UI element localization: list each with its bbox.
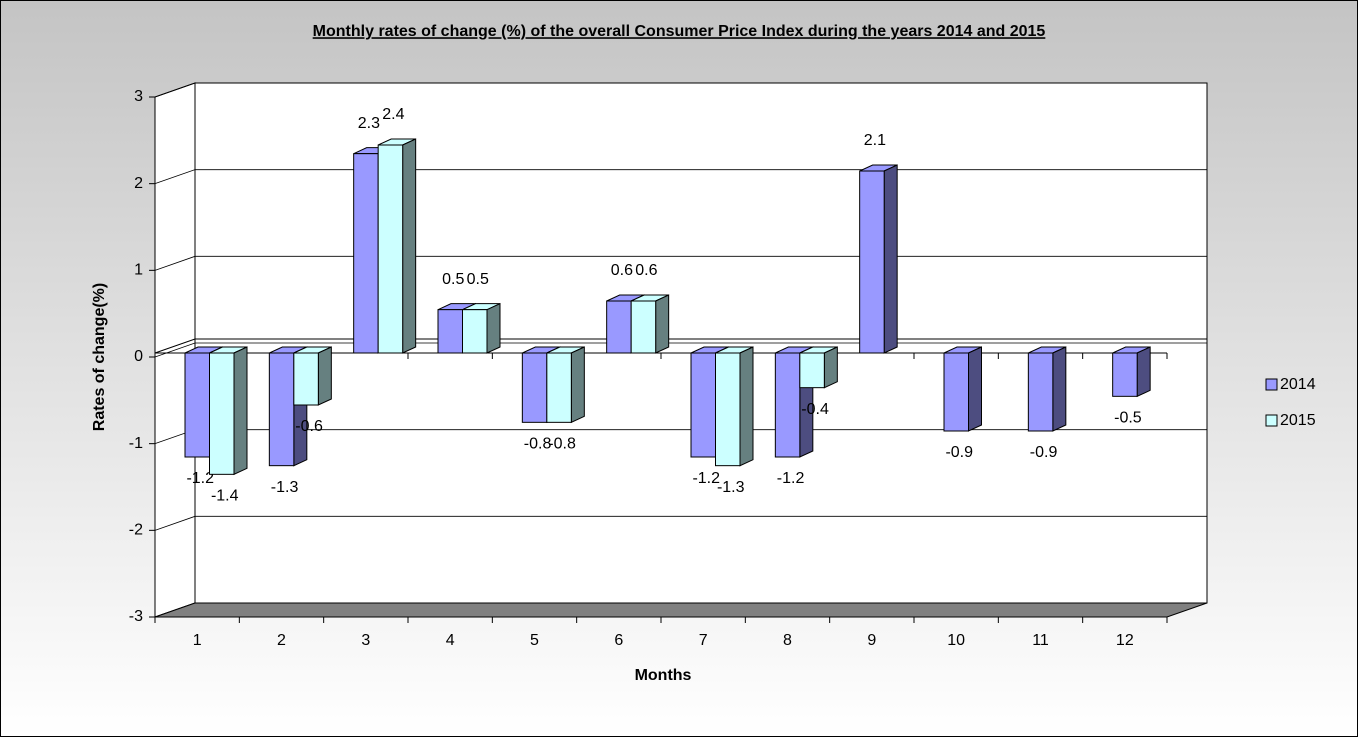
bar-front: [209, 352, 235, 475]
y-tick-label: 2: [134, 175, 143, 192]
value-label: -1.3: [271, 479, 299, 496]
bar: [546, 346, 585, 424]
bar: [377, 138, 417, 354]
bar-side: [233, 346, 248, 476]
y-axis-title: Rates of change(%): [91, 283, 108, 431]
value-label: -0.9: [945, 444, 973, 461]
bar: [715, 346, 754, 467]
bar-front: [437, 309, 463, 354]
bar-front: [715, 352, 741, 467]
bar-front: [1112, 352, 1138, 397]
bar-side: [968, 346, 982, 432]
value-label: -1.4: [211, 488, 239, 505]
x-tick-label: 7: [699, 632, 708, 649]
bar-front: [606, 300, 632, 354]
x-tick-label: 1: [193, 632, 202, 649]
x-tick-label: 11: [1032, 632, 1049, 649]
chart-title: Monthly rates of change (%) of the overa…: [313, 23, 1046, 40]
bar-front: [546, 352, 572, 423]
x-tick-label: 9: [867, 632, 876, 649]
bar-front: [1027, 352, 1054, 432]
x-tick-label: 12: [1116, 632, 1134, 649]
bar: [630, 294, 670, 354]
bar-side: [823, 346, 838, 389]
x-tick-label: 2: [277, 632, 286, 649]
value-label: 0.5: [442, 271, 464, 288]
y-tick-label: 3: [134, 88, 143, 105]
value-label: 2.4: [382, 106, 404, 123]
grid-line: [154, 82, 1207, 98]
x-axis-title: Months: [635, 667, 692, 684]
bar-front: [799, 352, 825, 389]
bar-side: [570, 346, 585, 424]
bar: [799, 346, 838, 389]
bar-front: [293, 352, 319, 406]
x-tick-label: 3: [361, 632, 370, 649]
bar-front: [462, 309, 488, 354]
y-tick-label: -3: [129, 608, 143, 625]
bar: [1027, 346, 1067, 432]
y-tick-label: -2: [129, 522, 143, 539]
bar-front: [521, 352, 548, 423]
y-tick-label: 1: [134, 262, 143, 279]
y-tick-label: 0: [134, 348, 143, 365]
bar-side: [739, 346, 754, 467]
value-label: 0.6: [611, 262, 633, 279]
value-label: -0.9: [1030, 444, 1058, 461]
bar-front: [690, 352, 716, 458]
bar-front: [774, 352, 801, 458]
value-label: 2.1: [864, 132, 886, 149]
bar-front: [184, 352, 210, 458]
bar-side: [655, 294, 670, 354]
bar-front: [859, 170, 885, 354]
bar: [943, 346, 982, 432]
x-tick-label: 5: [530, 632, 539, 649]
y-tick-label: -1: [129, 435, 143, 452]
x-tick-label: 4: [446, 632, 455, 649]
bar: [293, 346, 332, 406]
floor: [154, 602, 1208, 618]
bar-side: [317, 346, 332, 406]
value-label: -1.2: [186, 470, 214, 487]
legend-swatch: [1265, 414, 1278, 427]
bar-front: [377, 144, 404, 354]
value-label: -0.6: [295, 418, 323, 435]
bar-side: [1052, 346, 1067, 432]
x-tick-label: 6: [614, 632, 623, 649]
bar: [1112, 346, 1151, 398]
bar-front: [943, 352, 969, 432]
bar-front: [353, 153, 379, 354]
bar-side: [486, 302, 501, 354]
bar-front: [630, 300, 657, 354]
bar-side: [402, 138, 417, 354]
bar-side: [1136, 346, 1151, 398]
value-label: 0.5: [467, 271, 489, 288]
value-label: -1.2: [692, 470, 720, 487]
grid-line: [154, 515, 1207, 531]
legend-label: 2015: [1280, 412, 1316, 429]
bar: [859, 164, 898, 354]
bar-side: [883, 164, 898, 354]
value-label: 0.6: [635, 262, 657, 279]
bar-front: [268, 352, 295, 467]
legend-label: 2014: [1280, 376, 1316, 393]
x-tick-label: 10: [947, 632, 965, 649]
bar: [209, 346, 248, 476]
value-label: -1.2: [777, 470, 805, 487]
bar: [462, 302, 501, 354]
value-label: -0.4: [801, 401, 829, 418]
legend-swatch: [1265, 378, 1278, 391]
value-label: -0.8: [524, 436, 552, 453]
x-tick-label: 8: [783, 632, 792, 649]
value-label: -0.5: [1114, 410, 1142, 427]
value-label: -0.8: [548, 436, 576, 453]
value-label: -1.3: [717, 479, 745, 496]
value-label: 2.3: [358, 115, 380, 132]
